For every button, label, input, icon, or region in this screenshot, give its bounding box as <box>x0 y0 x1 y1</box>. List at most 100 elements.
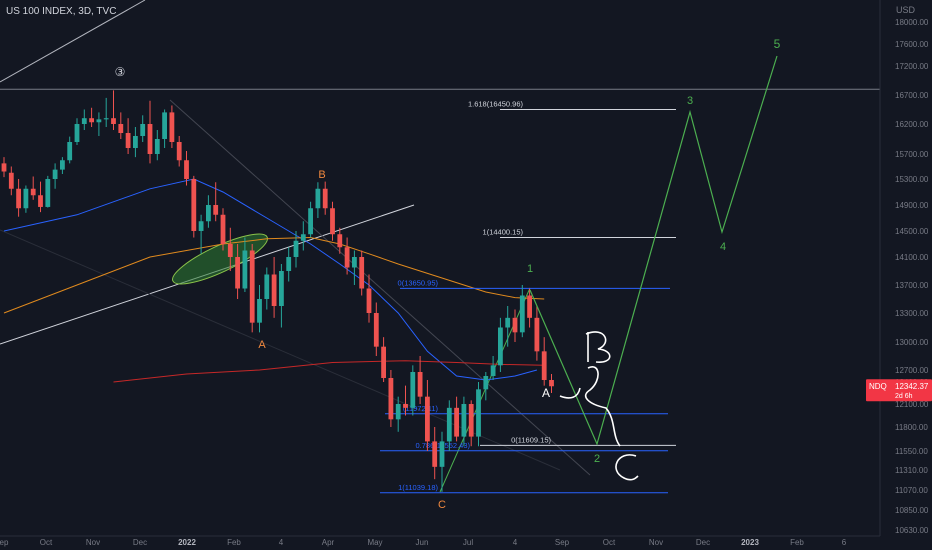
candle-body <box>534 317 540 352</box>
y-tick-label: 15700.00 <box>895 150 929 159</box>
x-tick-label: 4 <box>279 538 284 547</box>
y-tick-label: 12700.00 <box>895 366 929 375</box>
projection-path <box>529 55 778 446</box>
candle-body <box>227 244 233 257</box>
candle-body <box>16 188 21 209</box>
fib-level-label: (11972.11) <box>403 404 439 413</box>
candle-body <box>169 112 175 142</box>
candle-body <box>213 205 219 215</box>
candle-body <box>410 372 416 408</box>
wave-label: 5 <box>774 37 781 51</box>
y-tick-label: 13000.00 <box>895 338 929 347</box>
wave-label: A <box>258 339 266 351</box>
trendline-channel-top <box>169 99 591 476</box>
x-tick-label: Nov <box>86 538 100 547</box>
x-tick-label: Dec <box>133 538 147 547</box>
price-tag-countdown: 2d 6h <box>895 393 913 400</box>
highlight-ellipse <box>172 233 268 285</box>
fib-level-label: 1.618(16450.96) <box>468 99 524 108</box>
y-tick-label: 13300.00 <box>895 309 929 318</box>
x-tick-label: ep <box>0 538 9 547</box>
candle-body <box>330 208 335 235</box>
x-tick-label: May <box>367 538 382 547</box>
y-tick-label: 14100.00 <box>895 253 929 262</box>
wave-label: 4 <box>720 241 726 253</box>
x-tick-label: Jul <box>463 538 473 547</box>
candle-body <box>257 299 262 323</box>
fib-level-label: 1(11039.18) <box>398 483 438 492</box>
y-tick-label: 12100.00 <box>895 400 929 409</box>
candle-body <box>388 378 394 420</box>
chart-title: US 100 INDEX, 3D, TVC <box>6 6 116 17</box>
x-tick-label: Sep <box>555 538 570 547</box>
candle-body <box>96 119 102 123</box>
x-tick-label: Nov <box>649 538 663 547</box>
currency-label: USD <box>896 5 916 15</box>
candle-body <box>395 404 401 420</box>
candle-body <box>403 404 408 408</box>
candle-body <box>454 407 459 437</box>
candle-body <box>527 295 532 318</box>
y-tick-label: 18000.00 <box>895 18 929 27</box>
candle-body <box>286 257 292 271</box>
handdrawn-letter-c <box>615 454 639 481</box>
candle-body <box>60 160 65 170</box>
wave-label: 1 <box>527 263 533 275</box>
candle-body <box>417 372 423 397</box>
candle-body <box>381 346 386 378</box>
handdrawn-tick <box>559 387 581 399</box>
wave-label: ③ <box>115 65 126 79</box>
candle-body <box>118 124 124 133</box>
candle-body <box>242 250 248 289</box>
candle-body <box>111 118 116 124</box>
fib-levels: 1.618(16450.96) 1(14400.15) 0(13650.95) (11… <box>0 88 880 494</box>
wave-labels: ③ B A C 1 2 3 4 5 A <box>115 37 781 511</box>
y-tick-label: 11310.00 <box>895 466 928 475</box>
y-tick-label: 10630.00 <box>895 526 929 535</box>
x-tick-label: Oct <box>40 538 53 547</box>
x-tick-label: 4 <box>513 538 518 547</box>
y-axis[interactable]: 18000.00 17600.00 17200.00 16700.00 16200.00… <box>866 0 932 536</box>
candle-body <box>147 124 153 154</box>
candle-body <box>512 317 518 333</box>
candle-body <box>308 208 313 235</box>
candle-body <box>1 163 7 172</box>
candle-body <box>366 288 372 313</box>
x-tick-label: 2022 <box>178 538 196 547</box>
x-axis[interactable]: ep Oct Nov Dec 2022 Feb 4 Apr May Jun Jul 4 Sep Oct No… <box>0 535 880 547</box>
handdrawn-wave <box>584 366 621 447</box>
y-tick-label: 17200.00 <box>895 62 929 71</box>
candle-body <box>235 257 240 289</box>
candle-body <box>439 441 445 467</box>
candle-body <box>220 214 226 244</box>
candle-body <box>425 396 430 442</box>
candle-body <box>74 124 80 142</box>
candle-body <box>373 313 379 347</box>
candle-body <box>279 271 284 306</box>
candle-body <box>264 274 270 299</box>
wave-label: B <box>318 169 325 181</box>
price-tag-symbol: NDQ <box>869 382 887 391</box>
candle-body <box>476 389 481 437</box>
trendline-upper <box>0 0 146 83</box>
candle-body <box>206 205 211 222</box>
candle-body <box>191 179 197 231</box>
wave-label: 3 <box>687 95 693 107</box>
candle-body <box>23 188 29 209</box>
wave-label: A <box>542 386 550 400</box>
candle-body <box>468 404 474 437</box>
candle-body <box>505 317 511 328</box>
y-tick-label: 10850.00 <box>895 506 929 515</box>
candle-body <box>249 250 255 323</box>
y-tick-label: 16200.00 <box>895 120 929 129</box>
candle-body <box>52 169 58 179</box>
candle-body <box>125 133 131 148</box>
candle-body <box>45 179 51 207</box>
candle-body <box>461 404 467 437</box>
candle-body <box>519 295 525 333</box>
candle-body <box>8 172 14 189</box>
candle-body <box>322 188 328 209</box>
handdrawn-letter-b <box>585 331 611 363</box>
